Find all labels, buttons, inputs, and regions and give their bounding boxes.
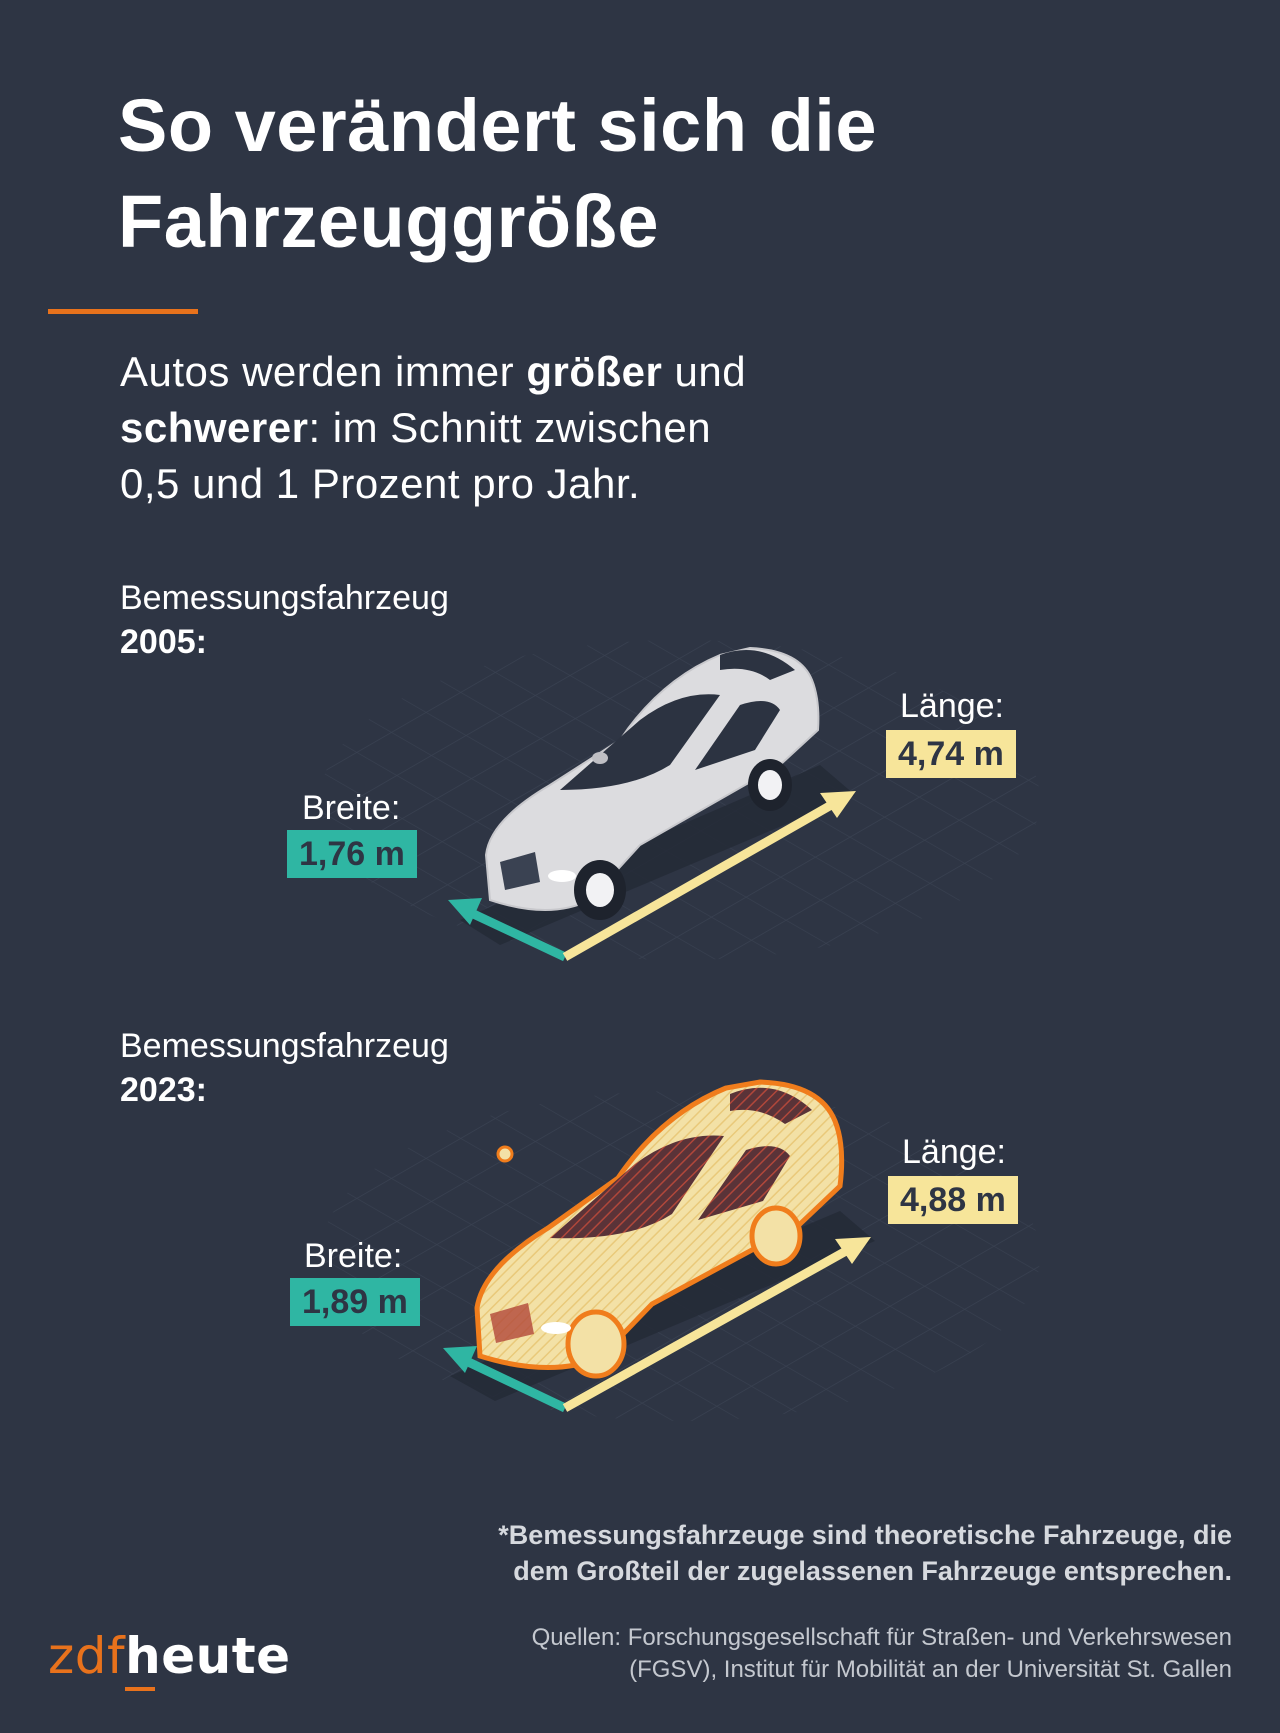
footnote: *Bemessungsfahrzeuge sind theoretische F… [332, 1517, 1232, 1589]
vehicle-2023-label: Bemessungsfahrzeug 2023: [120, 1024, 449, 1112]
intro-part-2: und [662, 348, 747, 395]
logo-zdf: zdf [48, 1627, 126, 1685]
width-badge-2023: 1,89 m [290, 1278, 420, 1326]
intro-bold-2: schwerer [120, 404, 309, 451]
intro-bold-1: größer [526, 348, 663, 395]
title-divider [48, 309, 198, 314]
title-line-2: Fahrzeuggröße [118, 180, 659, 263]
length-arrow [562, 791, 856, 961]
width-label-2023: Breite: [304, 1237, 403, 1275]
width-arrow [448, 898, 567, 962]
width-arrow [443, 1346, 567, 1413]
length-label-2023: Länge: [902, 1133, 1006, 1171]
car-2005-illustration [320, 640, 1040, 962]
width-badge-2005: 1,76 m [287, 830, 417, 878]
vehicle-2023-title: Bemessungsfahrzeug [120, 1027, 449, 1065]
vehicle-2005-title: Bemessungsfahrzeug [120, 579, 449, 617]
source-line-2: (FGSV), Institut für Mobilität an der Un… [629, 1656, 1232, 1683]
car-2023 [474, 1079, 845, 1379]
vehicle-2005-year: 2005: [120, 623, 207, 661]
logo-heute-text: heute [125, 1627, 291, 1685]
intro-part-4: 0,5 und 1 Prozent pro Jahr. [120, 460, 641, 507]
source-text: Quellen: Forschungsgesellschaft für Stra… [332, 1622, 1232, 1686]
source-line-1: Quellen: Forschungsgesellschaft für Stra… [531, 1624, 1232, 1651]
zdfheute-logo: zdfheute [48, 1627, 291, 1691]
car-2005 [484, 646, 820, 920]
page-title: So verändert sich die Fahrzeuggröße [118, 78, 1198, 270]
vehicle-2023-year: 2023: [120, 1071, 207, 1109]
logo-heute: heute [125, 1627, 291, 1691]
footnote-line-2: dem Großteil der zugelassenen Fahrzeuge … [513, 1556, 1232, 1586]
length-label-2005: Länge: [900, 687, 1004, 725]
intro-text: Autos werden immer größer und schwerer: … [120, 344, 1120, 512]
width-label-2005: Breite: [302, 789, 401, 827]
car-2023-illustration [320, 1079, 1040, 1421]
intro-part-3: : im Schnitt zwischen [308, 404, 712, 451]
intro-part-1: Autos werden immer [120, 348, 527, 395]
length-badge-2023: 4,88 m [888, 1176, 1018, 1224]
vehicle-2005-label: Bemessungsfahrzeug 2005: [120, 576, 449, 664]
length-arrow [562, 1237, 871, 1412]
length-badge-2005: 4,74 m [886, 730, 1016, 778]
footnote-line-1: *Bemessungsfahrzeuge sind theoretische F… [498, 1520, 1232, 1550]
title-line-1: So verändert sich die [118, 84, 877, 167]
